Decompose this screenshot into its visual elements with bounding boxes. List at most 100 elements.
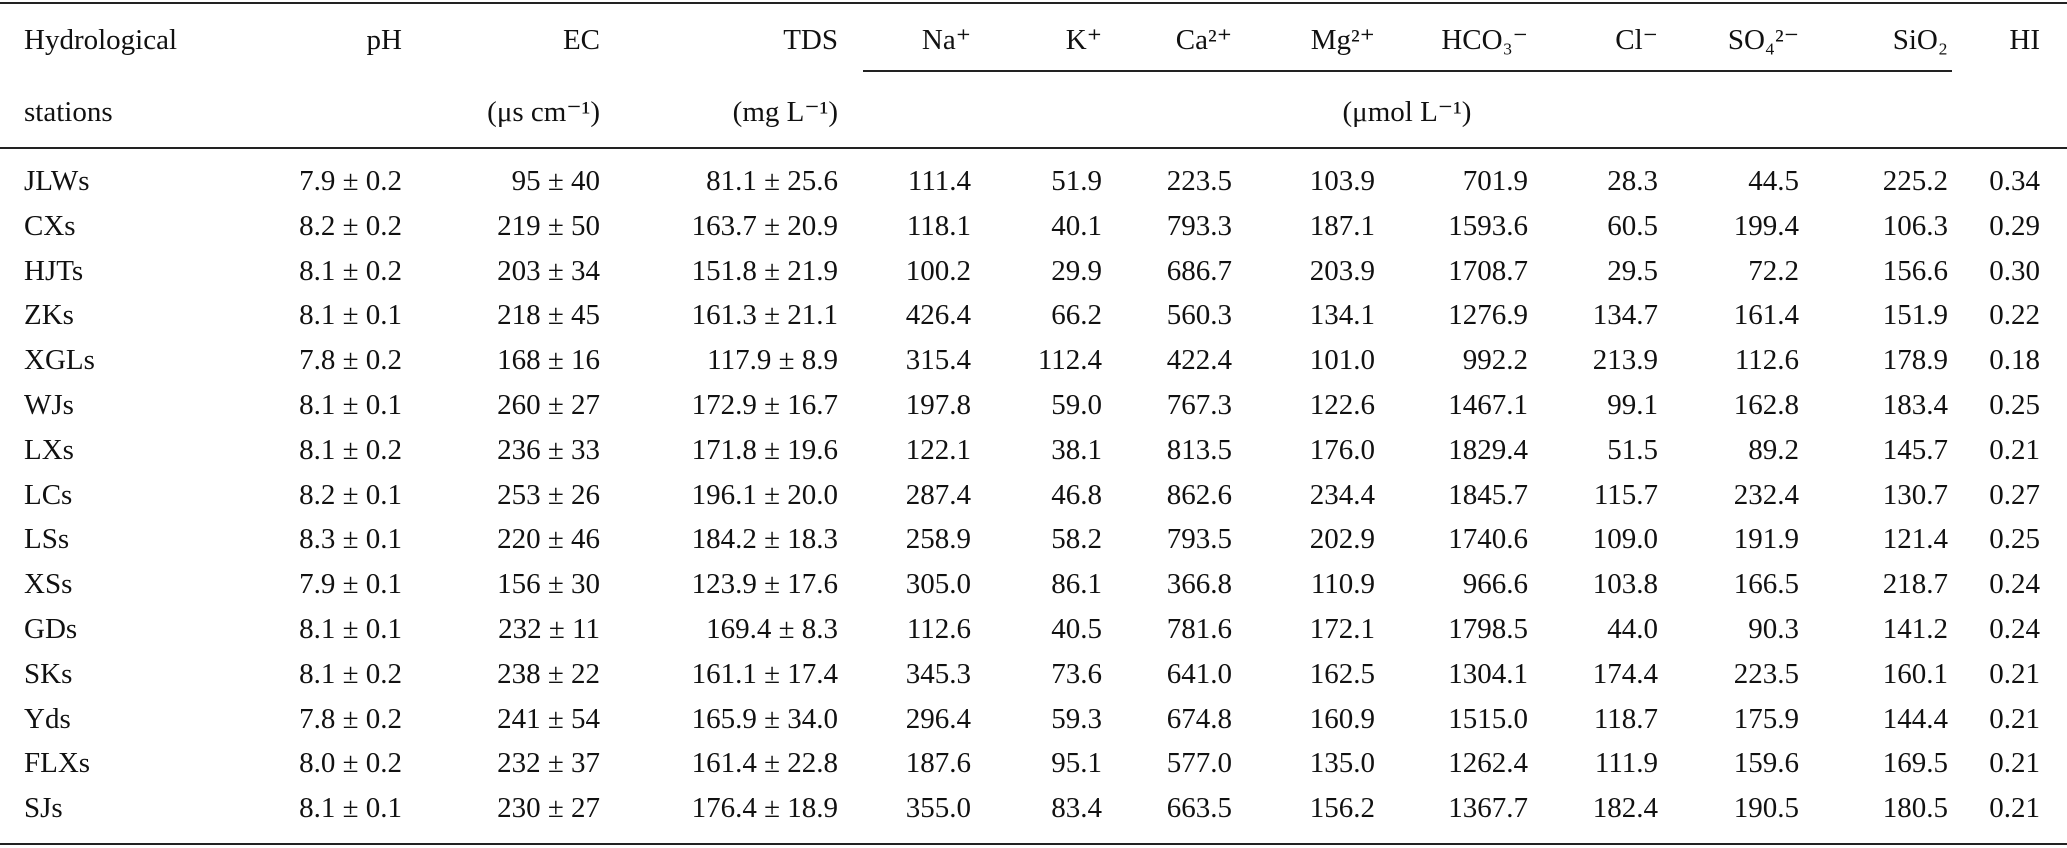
table-cell: 134.1 <box>1309 299 1375 332</box>
table-cell: 0.25 <box>1989 523 2040 556</box>
station-name: LCs <box>24 478 73 511</box>
table-cell: 66.2 <box>1051 299 1102 332</box>
table-cell: 100.2 <box>905 254 971 287</box>
table-cell: 135.0 <box>1309 747 1375 780</box>
table-cell: 145.7 <box>1882 433 1948 466</box>
table-cell: 103.8 <box>1592 568 1658 601</box>
table-cell: 253 ± 26 <box>497 478 600 511</box>
table-cell: 355.0 <box>905 792 971 825</box>
table-cell: 232 ± 11 <box>498 613 600 645</box>
table-cell: 1467.1 <box>1448 389 1528 421</box>
column-header: Ca²⁺ <box>1175 24 1232 56</box>
table-cell: 156 ± 30 <box>497 568 600 601</box>
table-cell: 232.4 <box>1733 478 1799 511</box>
table-cell: 187.6 <box>905 747 971 780</box>
table-cell: 72.2 <box>1748 254 1799 287</box>
table-cell: 161.4 <box>1733 299 1799 332</box>
table-cell: 172.9 ± 16.7 <box>691 389 838 421</box>
table-cell: 112.6 <box>906 613 971 645</box>
table-cell: 0.34 <box>1989 165 2040 197</box>
table-cell: 183.4 <box>1882 389 1948 421</box>
table-cell: 793.3 <box>1166 209 1232 242</box>
table-cell: 99.1 <box>1607 389 1658 421</box>
table-cell: 1515.0 <box>1448 702 1528 735</box>
table-cell: 220 ± 46 <box>497 523 600 556</box>
table-cell: 8.3 ± 0.1 <box>299 523 402 556</box>
table-cell: 83.4 <box>1051 792 1102 825</box>
table-cell: 202.9 <box>1309 523 1375 556</box>
table-cell: 1367.7 <box>1448 792 1528 825</box>
table-cell: 213.9 <box>1592 344 1658 377</box>
table-cell: 29.9 <box>1051 254 1102 287</box>
table-cell: 992.2 <box>1462 344 1528 377</box>
station-name: LXs <box>24 433 74 466</box>
table-cell: 176.0 <box>1309 433 1375 466</box>
table-cell: 130.7 <box>1882 478 1948 511</box>
table-cell: 169.5 <box>1882 747 1948 780</box>
table-cell: 118.7 <box>1593 702 1658 735</box>
table-cell: 190.5 <box>1733 792 1799 825</box>
table-cell: 160.1 <box>1882 657 1948 690</box>
table-cell: 168 ± 16 <box>497 344 600 377</box>
table-cell: 218.7 <box>1882 568 1948 601</box>
table-cell: 287.4 <box>905 478 971 511</box>
table-cell: 165.9 ± 34.0 <box>691 702 838 735</box>
station-name: CXs <box>24 209 76 242</box>
table-cell: 1262.4 <box>1448 747 1528 780</box>
column-subheader: stations <box>24 96 113 128</box>
table-cell: 151.8 ± 21.9 <box>691 254 838 287</box>
table-cell: 223.5 <box>1166 165 1232 197</box>
table-cell: 0.21 <box>1989 747 2040 780</box>
table-cell: 38.1 <box>1051 433 1102 466</box>
table-cell: 8.2 ± 0.2 <box>299 209 402 242</box>
table-cell: 111.9 <box>1594 747 1658 780</box>
table-cell: 196.1 ± 20.0 <box>691 478 838 511</box>
column-header: Hydrological <box>24 24 178 56</box>
station-name: SKs <box>24 657 73 690</box>
table-cell: 197.8 <box>905 389 971 421</box>
table-cell: 144.4 <box>1882 702 1948 735</box>
station-name: SJs <box>24 792 63 825</box>
table-cell: 122.6 <box>1309 389 1375 421</box>
table-cell: 106.3 <box>1882 209 1948 242</box>
table-cell: 0.22 <box>1989 299 2040 332</box>
table-cell: 1829.4 <box>1448 433 1528 466</box>
table-cell: 86.1 <box>1051 568 1102 601</box>
table-cell: 0.30 <box>1989 254 2040 287</box>
table-cell: 1593.6 <box>1448 209 1528 242</box>
table-cell: 174.4 <box>1592 657 1658 690</box>
table-cell: 315.4 <box>905 344 971 377</box>
table-cell: 95 ± 40 <box>511 165 600 197</box>
table-cell: 90.3 <box>1748 613 1799 645</box>
table-cell: 44.5 <box>1748 165 1799 197</box>
table-cell: 178.9 <box>1882 344 1948 377</box>
table-cell: 862.6 <box>1166 478 1232 511</box>
table-cell: 203.9 <box>1309 254 1375 287</box>
table-cell: 180.5 <box>1882 792 1948 825</box>
table-cell: 345.3 <box>905 657 971 690</box>
table-cell: 219 ± 50 <box>497 209 600 242</box>
table-cell: 51.9 <box>1051 165 1102 197</box>
table-cell: 813.5 <box>1166 433 1232 466</box>
table-cell: 701.9 <box>1462 165 1528 197</box>
column-header: K⁺ <box>1065 24 1102 56</box>
column-header: SO₄²⁻ <box>1727 24 1799 56</box>
table-cell: 169.4 ± 8.3 <box>706 613 838 645</box>
table-cell: 182.4 <box>1592 792 1658 825</box>
table-cell: 203 ± 34 <box>497 254 600 287</box>
column-unit: (μs cm⁻¹) <box>487 96 600 128</box>
table-cell: 176.4 ± 18.9 <box>691 792 838 825</box>
table-cell: 117.9 ± 8.9 <box>707 344 838 377</box>
column-header: TDS <box>783 24 838 56</box>
table-cell: 0.21 <box>1989 433 2040 466</box>
column-header: SiO₂ <box>1892 24 1948 56</box>
table-cell: 0.25 <box>1989 389 2040 421</box>
table-cell: 44.0 <box>1607 613 1658 645</box>
table-cell: 0.18 <box>1989 344 2040 377</box>
table-cell: 103.9 <box>1309 165 1375 197</box>
table-cell: 1740.6 <box>1448 523 1528 556</box>
table-cell: 58.2 <box>1051 523 1102 556</box>
table-cell: 7.9 ± 0.2 <box>299 165 402 197</box>
table-cell: 73.6 <box>1051 657 1102 690</box>
table-cell: 101.0 <box>1309 344 1375 377</box>
